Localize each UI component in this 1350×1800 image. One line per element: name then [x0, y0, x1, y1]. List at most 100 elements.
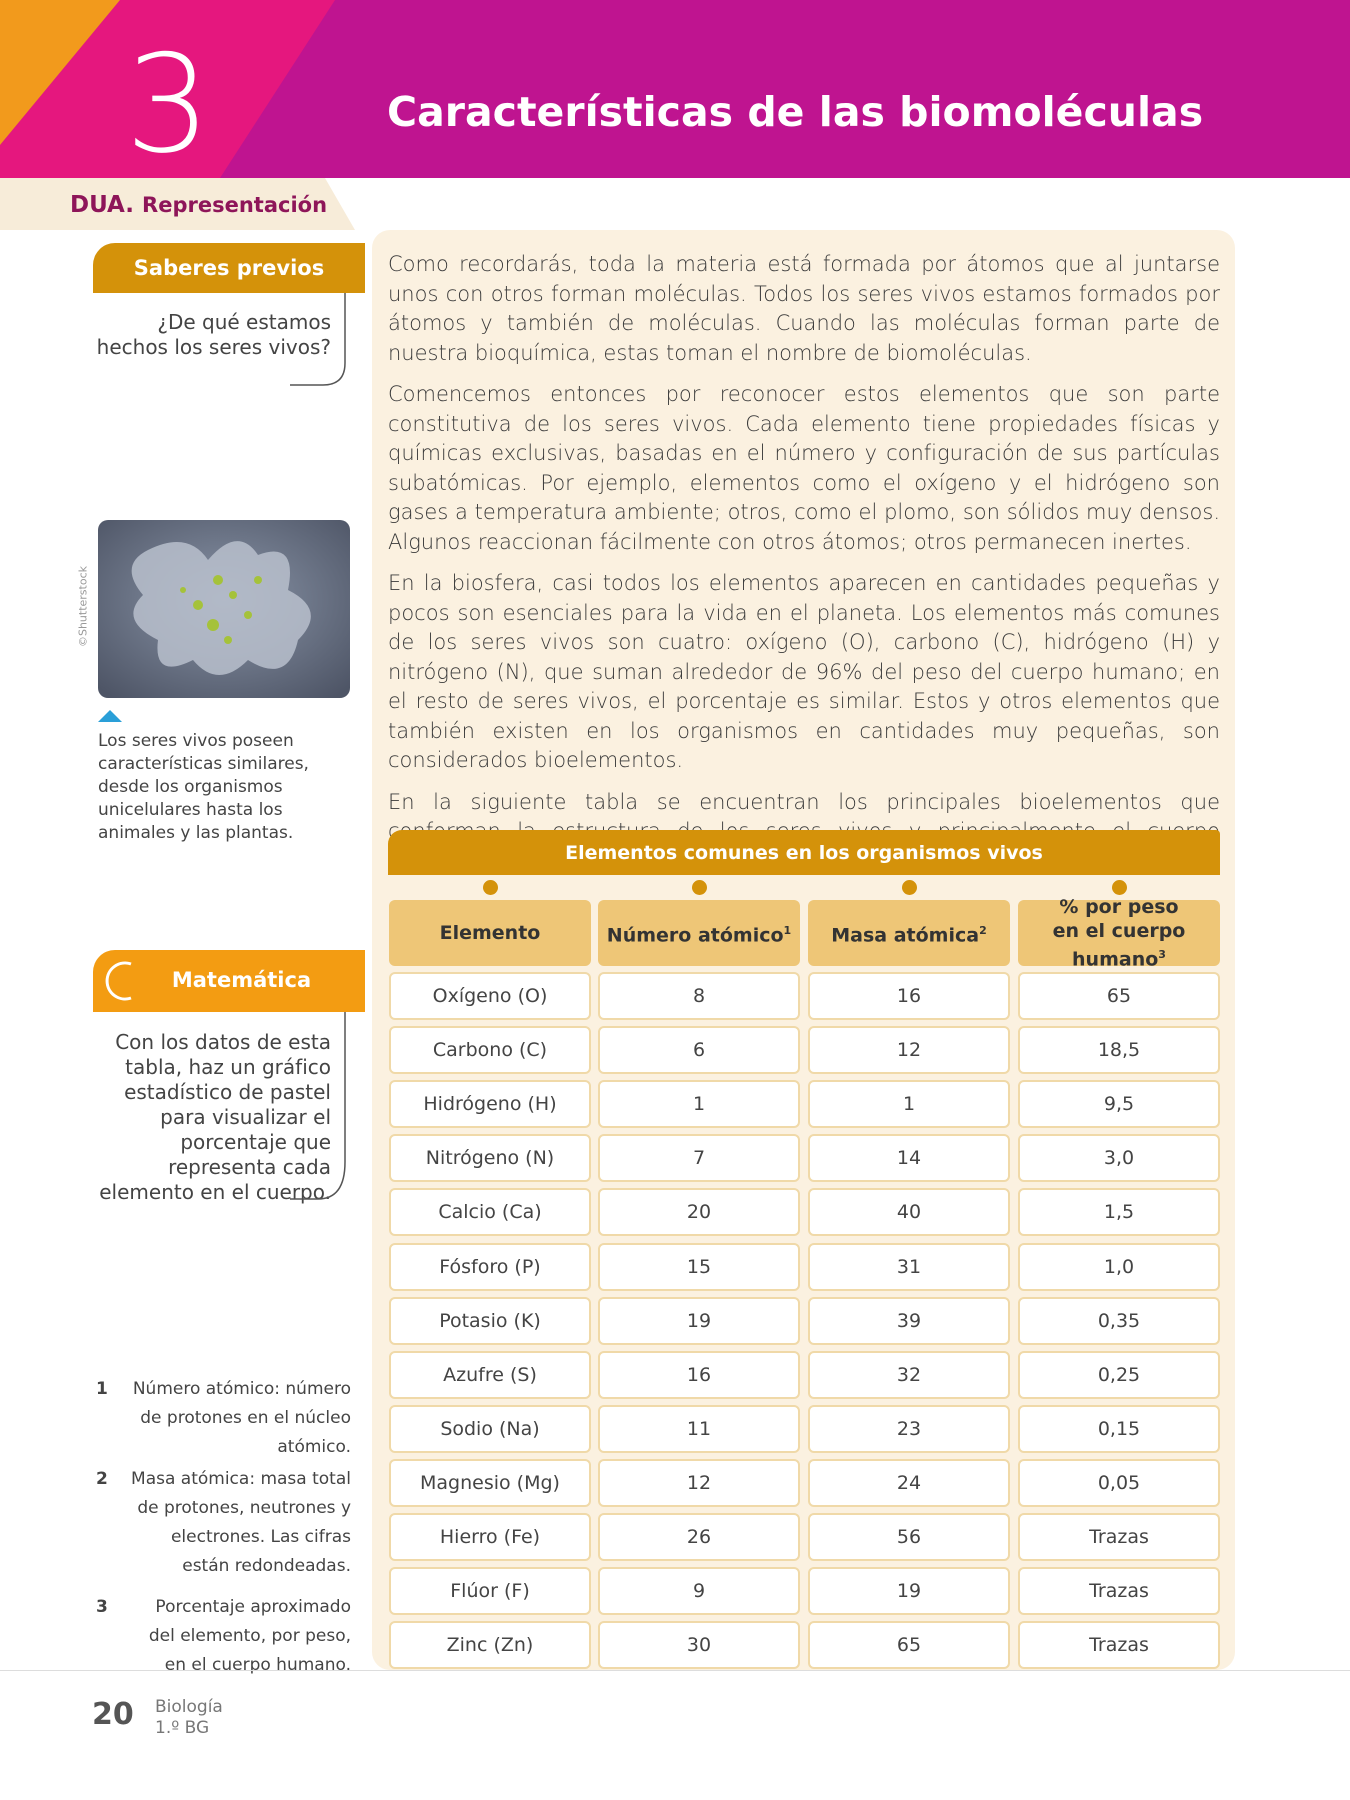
header-text: Masa atómica2 — [831, 919, 986, 947]
table-cell: 15 — [598, 1242, 800, 1291]
header-note: 2 — [979, 923, 987, 937]
table-cell: 0,25 — [1018, 1350, 1220, 1399]
table-cell: 19 — [808, 1567, 1010, 1616]
header-label: Elemento — [439, 922, 541, 944]
column-dot — [692, 880, 707, 895]
table-cell: 0,35 — [1018, 1296, 1220, 1345]
header-note: 1 — [783, 923, 792, 937]
column-header: Elemento — [389, 900, 591, 966]
table-cell: Sodio (Na) — [389, 1404, 591, 1453]
table-cell: 40 — [808, 1188, 1010, 1237]
table-cell: 18,5 — [1018, 1026, 1220, 1075]
unit-number: 3 — [125, 26, 211, 183]
table-cell: 7 — [598, 1134, 800, 1183]
footnote-number: 2 — [96, 1469, 108, 1489]
column-dot — [483, 880, 498, 895]
subject: Biología — [155, 1697, 223, 1717]
header-background — [0, 0, 1350, 230]
table-cell: Hierro (Fe) — [389, 1513, 591, 1561]
table-cell: 0,05 — [1018, 1458, 1220, 1507]
footnote-text: Porcentaje aproximado del elemento, por … — [148, 1597, 351, 1675]
saberes-question: ¿De qué estamos hechos los seres vivos? — [96, 310, 331, 359]
paragraph: Como recordarás, toda la materia está fo… — [388, 252, 1220, 365]
footnote: 1 Número atómico: número de protones en e… — [96, 1375, 351, 1462]
table-cell: 1 — [598, 1080, 800, 1129]
dua-tag: DUA. — [70, 192, 135, 218]
header-text: Número atómico1 — [607, 919, 791, 947]
table-cell: Zinc (Zn) — [389, 1621, 591, 1670]
footnote-number: 1 — [96, 1379, 108, 1399]
table-cell: 8 — [598, 972, 800, 1020]
table-cell: Hidrógeno (H) — [389, 1080, 591, 1129]
table-cell: Nitrógeno (N) — [389, 1134, 591, 1183]
body-text: Como recordarás, toda la materia está fo… — [388, 250, 1220, 888]
table-cell: Trazas — [1018, 1567, 1220, 1616]
column-dot — [902, 880, 917, 895]
table-cell: 65 — [808, 1621, 1010, 1670]
footnote: 2 Masa atómica: masa total de protones, n… — [96, 1465, 351, 1581]
paragraph: En la biosfera, casi todos los elementos… — [388, 571, 1220, 772]
math-line — [290, 1012, 346, 1200]
saberes-line — [290, 293, 346, 386]
math-text: Con los datos de esta tabla, haz un gráf… — [99, 1030, 331, 1204]
math-title: Matemática — [171, 968, 312, 992]
header-text: Elemento — [440, 921, 541, 945]
column-header: Número atómico1 — [598, 900, 800, 966]
table-cell: 12 — [808, 1026, 1010, 1075]
table-cell: 11 — [598, 1404, 800, 1453]
table-cell: Flúor (F) — [389, 1567, 591, 1616]
table-cell: 32 — [808, 1350, 1010, 1399]
table-cell: 56 — [808, 1513, 1010, 1561]
table-cell: 0,15 — [1018, 1404, 1220, 1453]
table-cell: 39 — [808, 1296, 1010, 1345]
photo-caption: Los seres vivos poseen características s… — [98, 731, 309, 843]
table-cell: Azufre (S) — [389, 1350, 591, 1399]
table-cell: Carbono (C) — [389, 1026, 591, 1075]
table-cell: 3,0 — [1018, 1134, 1220, 1183]
photo-credit: ©Shutterstock — [76, 565, 90, 648]
table-cell: 65 — [1018, 972, 1220, 1020]
table-cell: Oxígeno (O) — [389, 972, 591, 1020]
paragraph: Comencemos entonces por reconocer estos … — [388, 382, 1220, 554]
footnote-text: Número atómico: número de protones en el… — [132, 1379, 351, 1457]
caption-marker — [98, 710, 122, 722]
dua: DUA. Representación — [70, 192, 327, 218]
table-cell: 12 — [598, 1458, 800, 1507]
column-dot — [1112, 880, 1127, 895]
header-label: Masa atómica — [831, 924, 980, 947]
table-cell: 31 — [808, 1242, 1010, 1291]
table-cell: 16 — [808, 972, 1010, 1020]
column-header: % por peso en el cuerpo humano3 — [1018, 896, 1220, 970]
table-cell: 1,5 — [1018, 1188, 1220, 1237]
table-cell: Potasio (K) — [389, 1296, 591, 1345]
table-cell: Trazas — [1018, 1621, 1220, 1670]
saberes-box: Saberes previos — [93, 243, 365, 293]
dua-label: Representación — [142, 193, 328, 217]
page-number: 20 — [92, 1697, 134, 1732]
header-label: % por peso en el cuerpo humano — [1052, 895, 1186, 971]
footnote-number: 3 — [96, 1597, 108, 1617]
table-cell: 16 — [598, 1350, 800, 1399]
table-title: Elementos comunes en los organismos vivo… — [388, 830, 1220, 875]
math-box — [93, 950, 365, 1012]
table-cell: 1,0 — [1018, 1242, 1220, 1291]
footer-rule — [0, 1670, 1350, 1671]
header-text: % por peso en el cuerpo humano3 — [1044, 895, 1194, 971]
column-header: Masa atómica2 — [808, 900, 1010, 966]
table-cell: 9,5 — [1018, 1080, 1220, 1129]
table-cell: 26 — [598, 1513, 800, 1561]
amoeba-photo — [98, 520, 350, 698]
page-title: Características de las biomoléculas — [387, 88, 1204, 136]
math-icon — [105, 961, 132, 1001]
table-cell: 30 — [598, 1621, 800, 1670]
table-cell: Calcio (Ca) — [389, 1188, 591, 1237]
table-cell: 19 — [598, 1296, 800, 1345]
table-cell: Trazas — [1018, 1513, 1220, 1561]
table-cell: 20 — [598, 1188, 800, 1237]
table-cell: Fósforo (P) — [389, 1242, 591, 1291]
table-cell: 9 — [598, 1567, 800, 1616]
table-cell: 6 — [598, 1026, 800, 1075]
grade: 1.º BG — [155, 1718, 210, 1738]
header-note: 3 — [1158, 947, 1166, 961]
